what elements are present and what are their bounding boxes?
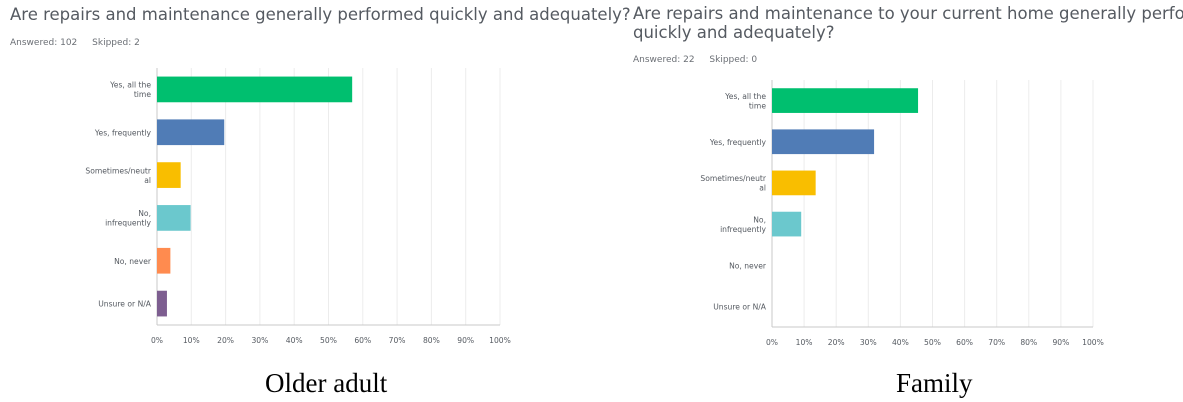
x-tick-label: 100%: [1082, 338, 1104, 347]
answered-count: Answered: 102: [10, 38, 78, 48]
answered-count: Answered: 22: [633, 55, 695, 65]
category-label: No,: [753, 215, 766, 224]
x-tick-label: 20%: [828, 338, 845, 347]
question-title-line-1: Are repairs and maintenance to your curr…: [633, 4, 1183, 23]
x-tick-label: 20%: [217, 336, 234, 345]
category-label: Yes, all the: [724, 92, 766, 101]
x-tick-label: 90%: [457, 336, 474, 345]
question-title-line-2: quickly and adequately?: [633, 23, 835, 42]
x-tick-label: 0%: [151, 336, 163, 345]
category-label: No,: [138, 209, 151, 218]
category-label: No, never: [729, 261, 767, 270]
bar: [772, 129, 875, 155]
chart-panel-family: Are repairs and maintenance to your curr…: [620, 0, 1183, 402]
x-tick-label: 90%: [1052, 338, 1069, 347]
x-tick-label: 80%: [423, 336, 440, 345]
x-tick-label: 30%: [251, 336, 268, 345]
chart-caption: Older adult: [265, 368, 388, 398]
x-tick-label: 100%: [489, 336, 511, 345]
response-stats: Answered: 22 Skipped: 0: [633, 55, 769, 65]
skipped-count: Skipped: 2: [92, 38, 140, 48]
bar: [157, 205, 191, 231]
chart-caption: Family: [896, 368, 973, 398]
bar: [772, 170, 816, 196]
x-tick-label: 30%: [860, 338, 877, 347]
category-label: No, never: [114, 257, 152, 266]
x-tick-label: 50%: [924, 338, 941, 347]
bar: [772, 211, 802, 237]
category-label: Yes, all the: [109, 81, 151, 90]
category-label: infrequently: [105, 219, 151, 228]
category-label: al: [759, 184, 766, 193]
x-tick-label: 10%: [183, 336, 200, 345]
category-label: time: [749, 101, 766, 110]
category-label: Unsure or N/A: [98, 300, 152, 309]
chart-panel-older-adult: Are repairs and maintenance generally pe…: [10, 5, 631, 398]
category-label: al: [144, 176, 151, 185]
bar-chart-family: 0% 10% 20% 30% 40% 50% 60% 70% 80% 90% 100% Yes, al…: [700, 80, 1104, 347]
x-tick-label: 10%: [796, 338, 813, 347]
bar-chart-older-adult: 0% 10% 20% 30% 40% 50% 60% 70% 80% 90% 100% Yes, al…: [85, 68, 511, 345]
category-label: Sometimes/neutr: [85, 166, 151, 175]
category-label: Unsure or N/A: [713, 302, 767, 311]
skipped-count: Skipped: 0: [709, 55, 758, 65]
bar: [772, 88, 919, 113]
category-label: Sometimes/neutr: [700, 174, 766, 183]
category-label: time: [134, 90, 151, 99]
x-tick-label: 40%: [286, 336, 303, 345]
x-tick-label: 60%: [956, 338, 973, 347]
category-label: Yes, frequently: [709, 138, 767, 147]
x-tick-label: 0%: [766, 338, 778, 347]
x-tick-label: 60%: [354, 336, 371, 345]
question-title: Are repairs and maintenance generally pe…: [10, 5, 631, 24]
bar: [157, 119, 225, 146]
bar: [157, 290, 167, 317]
category-label: Yes, frequently: [94, 128, 152, 137]
x-tick-label: 50%: [320, 336, 337, 345]
category-label: infrequently: [720, 225, 766, 234]
x-tick-label: 40%: [892, 338, 909, 347]
bar: [157, 76, 353, 103]
response-stats: Answered: 102 Skipped: 2: [10, 38, 152, 48]
bar: [157, 162, 181, 188]
x-tick-label: 70%: [988, 338, 1005, 347]
x-tick-label: 80%: [1020, 338, 1037, 347]
x-tick-label: 70%: [389, 336, 406, 345]
bar: [157, 247, 171, 274]
